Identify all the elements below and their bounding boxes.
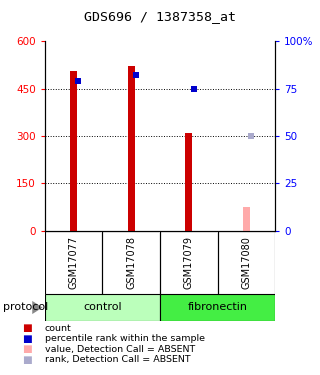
Text: count: count bbox=[45, 324, 72, 333]
Text: control: control bbox=[83, 303, 122, 312]
Text: ■: ■ bbox=[22, 334, 32, 344]
Text: GDS696 / 1387358_at: GDS696 / 1387358_at bbox=[84, 10, 236, 23]
Text: ■: ■ bbox=[22, 355, 32, 364]
Bar bbox=[243, 207, 250, 231]
Text: GSM17077: GSM17077 bbox=[68, 236, 79, 289]
Text: protocol: protocol bbox=[3, 303, 48, 312]
Bar bbox=[45, 231, 102, 294]
Text: ■: ■ bbox=[22, 323, 32, 333]
Bar bbox=[218, 231, 275, 294]
Text: GSM17080: GSM17080 bbox=[241, 236, 252, 289]
Polygon shape bbox=[32, 301, 43, 314]
Text: GSM17079: GSM17079 bbox=[184, 236, 194, 289]
Bar bbox=[160, 231, 218, 294]
Text: value, Detection Call = ABSENT: value, Detection Call = ABSENT bbox=[45, 345, 195, 354]
Text: fibronectin: fibronectin bbox=[188, 303, 248, 312]
Text: ■: ■ bbox=[22, 344, 32, 354]
Bar bbox=[70, 71, 77, 231]
Bar bbox=[128, 66, 135, 231]
Bar bbox=[102, 231, 160, 294]
Text: percentile rank within the sample: percentile rank within the sample bbox=[45, 334, 205, 343]
Bar bbox=[185, 134, 192, 231]
Bar bbox=[45, 294, 160, 321]
Text: GSM17078: GSM17078 bbox=[126, 236, 136, 289]
Bar bbox=[160, 294, 275, 321]
Text: rank, Detection Call = ABSENT: rank, Detection Call = ABSENT bbox=[45, 355, 190, 364]
